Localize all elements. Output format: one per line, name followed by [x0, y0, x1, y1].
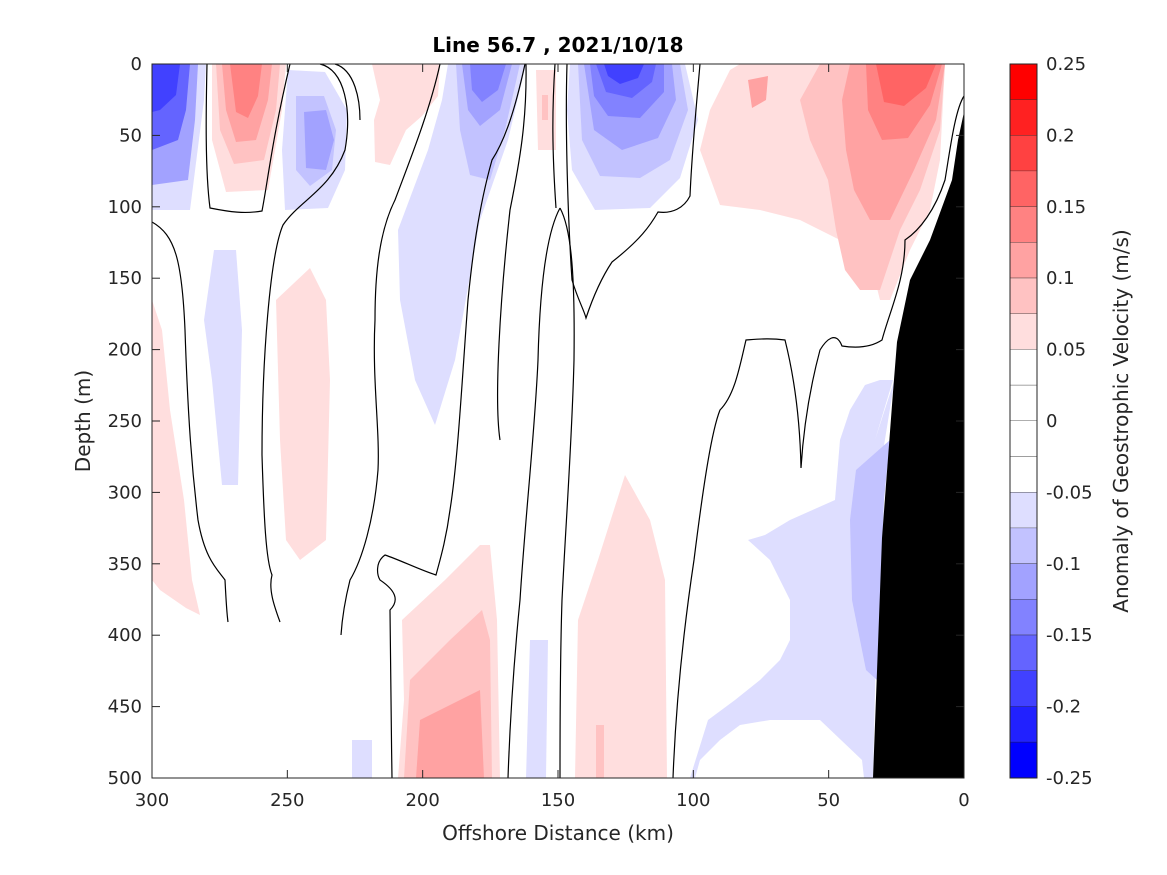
y-tick-label: 250: [108, 411, 142, 432]
colorbar-tick-label: 0.15: [1046, 197, 1086, 218]
colorbar-tick-label: 0: [1046, 411, 1057, 432]
colorbar-tick-label: -0.2: [1046, 697, 1081, 718]
anomaly-region-pos-2: [276, 268, 330, 560]
x-tick-label: 0: [958, 790, 969, 811]
anomaly-region-neg-1d: [152, 64, 180, 112]
colorbar: 0.25 0.2 0.15 0.1 0.05 0 -0.05 -0.1 -0.15 -0.2 -0.…: [1009, 54, 1093, 789]
zero-contour-line: [334, 63, 361, 121]
colorbar-tick-label: -0.1: [1046, 554, 1081, 575]
x-axis: 300 250 200 150 100 50 0: [135, 64, 970, 811]
chart-title: Line 56.7 , 2021/10/18: [432, 33, 683, 57]
anomaly-region-pos-5: [372, 64, 440, 165]
anomaly-region-pos-8: [575, 475, 667, 778]
anomaly-region-pos-4f: [748, 76, 768, 108]
y-tick-label: 450: [108, 697, 142, 718]
y-tick-label: 150: [108, 268, 142, 289]
anomaly-region-pos-3: [152, 300, 200, 615]
colorbar-tick-label: 0.1: [1046, 268, 1075, 289]
negative-anomalies: [152, 64, 895, 778]
colorbar-tick-label: 0.05: [1046, 340, 1086, 361]
anomaly-region-neg-4d: [470, 64, 506, 102]
y-tick-label: 200: [108, 340, 142, 361]
zero-contour-line: [340, 63, 441, 636]
colorbar-swatch: [1010, 742, 1037, 778]
colorbar-swatch: [1010, 206, 1037, 243]
anomaly-region-pos-1d: [230, 64, 262, 118]
zero-contour-line: [552, 63, 557, 209]
colorbar-swatch: [1010, 99, 1037, 136]
colorbar-title: Anomaly of Geostrophic Velocity (m/s): [1109, 229, 1133, 612]
zero-contour-line: [672, 95, 965, 779]
colorbar-swatch: [1010, 278, 1037, 314]
colorbar-swatch: [1010, 385, 1037, 421]
anomaly-region-neg-5f: [604, 64, 644, 84]
y-tick-label: 350: [108, 554, 142, 575]
anomaly-region-neg-3: [204, 250, 242, 485]
colorbar-tick-label: -0.25: [1046, 768, 1093, 789]
colorbar-swatch: [1010, 670, 1037, 707]
positive-anomalies: [152, 64, 945, 778]
anomaly-region-pos-7c: [416, 690, 484, 778]
y-tick-label: 400: [108, 625, 142, 646]
y-tick-label: 50: [119, 125, 142, 146]
x-tick-label: 200: [405, 790, 439, 811]
colorbar-tick-label: 0.25: [1046, 54, 1086, 75]
plot-area: [151, 63, 965, 779]
colorbar-swatch: [1010, 349, 1037, 386]
y-tick-label: 300: [108, 482, 142, 503]
x-axis-title: Offshore Distance (km): [442, 821, 674, 845]
colorbar-swatch: [1010, 171, 1037, 207]
x-tick-label: 250: [270, 790, 304, 811]
colorbar-swatch: [1010, 528, 1037, 564]
colorbar-frame: [1009, 63, 1038, 779]
colorbar-tick-label: -0.05: [1046, 482, 1093, 503]
anomaly-region-neg-7: [526, 640, 548, 778]
colorbar-swatch: [1010, 492, 1037, 529]
y-tick-label: 500: [108, 768, 142, 789]
zero-contour-line: [205, 63, 291, 214]
anomaly-region-neg-2c: [304, 110, 334, 170]
zero-contour-line: [565, 63, 701, 321]
colorbar-swatch: [1010, 456, 1037, 493]
colorbar-swatch: [1010, 313, 1037, 350]
colorbar-swatch: [1010, 599, 1037, 636]
colorbar-swatch: [1010, 421, 1037, 457]
x-tick-label: 50: [817, 790, 840, 811]
colorbar-tick-label: 0.2: [1046, 125, 1075, 146]
y-tick-label: 0: [131, 54, 142, 75]
zero-contour-line: [497, 63, 527, 441]
zero-contour-line: [151, 221, 229, 623]
zero-contour-line: [377, 63, 526, 779]
zero-contour-line: [261, 63, 349, 623]
colorbar-swatch: [1010, 242, 1037, 279]
colorbar-swatch: [1010, 64, 1037, 100]
y-tick-label: 100: [108, 197, 142, 218]
colorbar-tick-label: -0.15: [1046, 625, 1093, 646]
anomaly-region-pos-4e: [876, 64, 936, 106]
anomaly-region-pos-6b: [542, 95, 548, 120]
x-tick-label: 300: [135, 790, 169, 811]
anomaly-region-neg-6: [690, 378, 895, 778]
zero-contour-line: [559, 207, 575, 779]
anomaly-region-neg-8: [352, 740, 372, 778]
colorbar-swatch: [1010, 563, 1037, 600]
zero-contours: [151, 63, 965, 779]
y-axis: 0 50 100 150 200 250 300 350 400 450 500: [108, 54, 964, 789]
x-tick-label: 100: [676, 790, 710, 811]
bathymetry-mask: [873, 112, 964, 778]
anomaly-region-neg-6b: [850, 440, 890, 680]
y-axis-title: Depth (m): [71, 370, 95, 472]
x-tick-label: 150: [541, 790, 575, 811]
colorbar-swatch: [1010, 706, 1037, 743]
zero-contour-line: [507, 207, 561, 779]
colorbar-swatch: [1010, 135, 1037, 172]
anomaly-region-pos-8b: [596, 725, 604, 778]
colorbar-swatch: [1010, 635, 1037, 671]
